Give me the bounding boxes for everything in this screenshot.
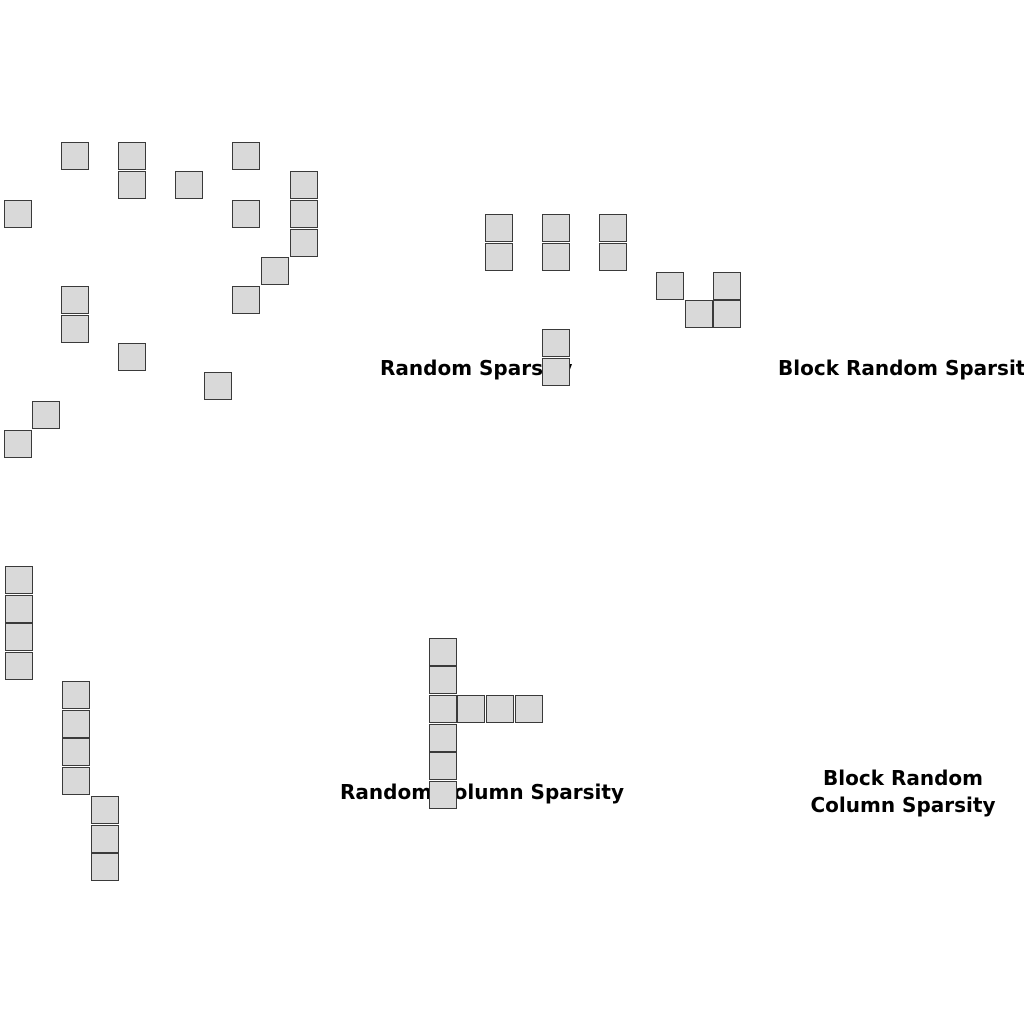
sparse-cell	[204, 372, 232, 400]
column-cell	[91, 853, 119, 881]
column-cell	[5, 566, 33, 594]
block-cell	[599, 214, 627, 242]
sparse-cell	[232, 142, 260, 170]
block-cell	[542, 358, 570, 386]
block-column-cell	[457, 695, 485, 723]
column-cell	[5, 595, 33, 623]
sparse-cell	[61, 286, 89, 314]
block-column-cell	[486, 695, 514, 723]
block-random-column-sparsity-label: Block Random Column Sparsity	[790, 765, 1016, 819]
sparse-cell	[118, 171, 146, 199]
block-cell	[599, 243, 627, 271]
random-column-sparsity-label: Random Column Sparsity	[340, 779, 624, 806]
column-cell	[62, 710, 90, 738]
sparse-cell	[4, 430, 32, 458]
block-column-cell	[429, 724, 457, 752]
sparse-cell	[261, 257, 289, 285]
block-cell	[656, 272, 684, 300]
sparse-cell	[118, 142, 146, 170]
sparse-cell	[290, 229, 318, 257]
sparse-cell	[175, 171, 203, 199]
sparse-cell	[61, 142, 89, 170]
sparse-cell	[232, 286, 260, 314]
block-column-cell	[429, 695, 457, 723]
random-sparsity-label-text: Random Sparsity	[380, 356, 573, 380]
block-random-sparsity-label: Block Random Sparsity	[778, 355, 1024, 382]
block-cell	[685, 300, 713, 328]
block-cell	[542, 329, 570, 357]
block-cell	[542, 243, 570, 271]
column-cell	[62, 767, 90, 795]
block-cell	[485, 243, 513, 271]
block-column-cell	[429, 752, 457, 780]
column-cell	[91, 796, 119, 824]
sparse-cell	[290, 171, 318, 199]
block-column-cell	[515, 695, 543, 723]
block-random-column-sparsity-label-line1: Block Random	[823, 766, 983, 790]
sparse-cell	[61, 315, 89, 343]
block-cell	[485, 214, 513, 242]
block-column-cell	[429, 781, 457, 809]
block-cell	[542, 214, 570, 242]
column-cell	[91, 825, 119, 853]
sparse-cell	[118, 343, 146, 371]
block-random-column-sparsity-label-line2: Column Sparsity	[810, 793, 996, 817]
block-column-cell	[429, 638, 457, 666]
column-cell	[62, 681, 90, 709]
block-column-cell	[429, 666, 457, 694]
sparse-cell	[232, 200, 260, 228]
column-cell	[5, 652, 33, 680]
sparse-cell	[4, 200, 32, 228]
random-column-sparsity-label-text: Random Column Sparsity	[340, 780, 624, 804]
column-cell	[5, 623, 33, 651]
column-cell	[62, 738, 90, 766]
sparse-cell	[32, 401, 60, 429]
sparse-cell	[290, 200, 318, 228]
block-cell	[713, 272, 741, 300]
random-sparsity-label: Random Sparsity	[380, 355, 573, 382]
block-random-sparsity-label-text: Block Random Sparsity	[778, 356, 1024, 380]
block-cell	[713, 300, 741, 328]
